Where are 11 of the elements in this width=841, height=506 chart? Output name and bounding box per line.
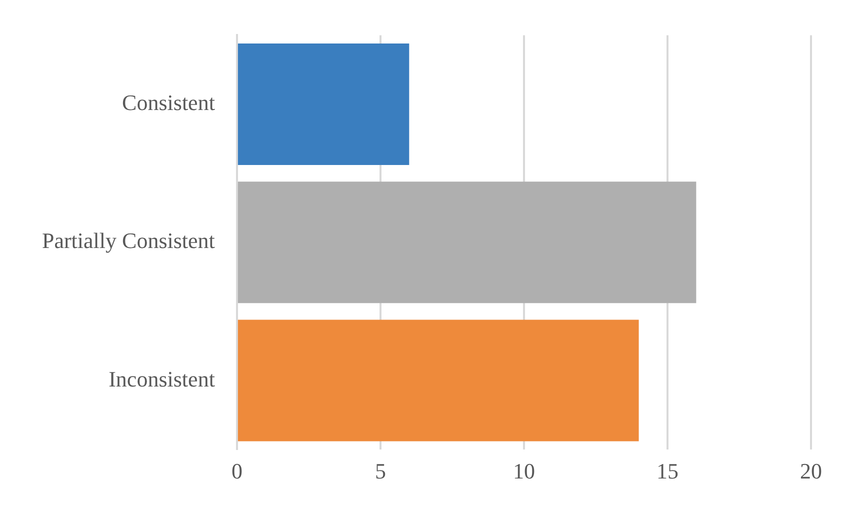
y-tick-label: Consistent: [122, 90, 215, 116]
x-tick-label: 5: [374, 458, 386, 484]
y-tick-label: Inconsistent: [108, 366, 215, 392]
x-tick-label: 10: [512, 458, 535, 484]
bar: [238, 182, 696, 304]
x-tick-label: 15: [656, 458, 678, 484]
x-tick-label: 0: [231, 458, 242, 484]
bar: [238, 43, 410, 166]
bar: [238, 320, 639, 442]
x-tick-label: 20: [800, 458, 822, 484]
y-tick-label: Partially Consistent: [42, 228, 215, 254]
